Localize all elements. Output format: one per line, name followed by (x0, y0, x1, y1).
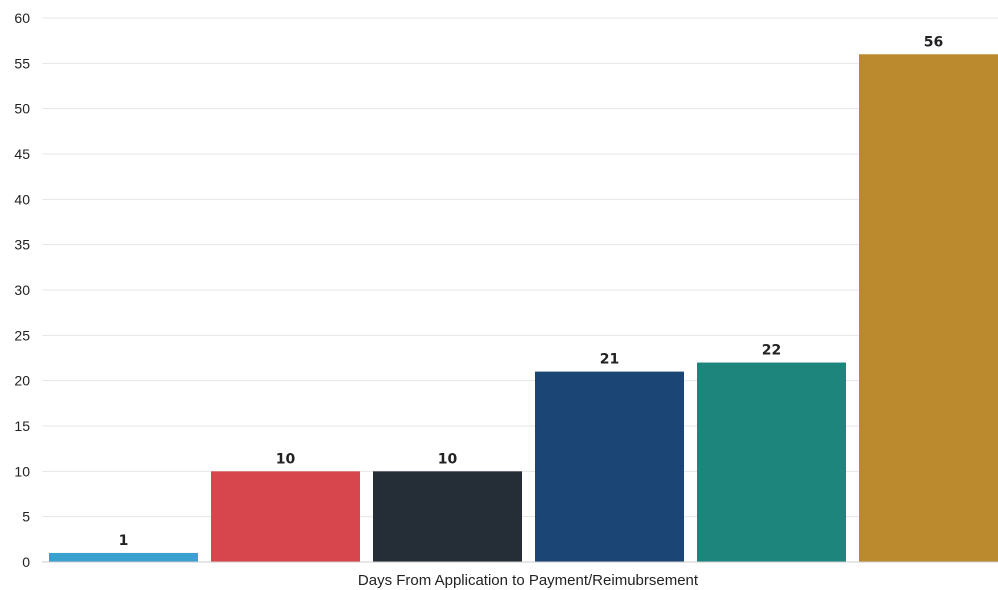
y-axis-ticks: 0 5 10 15 20 25 30 35 40 45 50 55 60 (14, 10, 30, 570)
y-tick-label: 15 (14, 418, 30, 434)
y-tick-label: 50 (14, 101, 30, 117)
bar-value-label: 10 (276, 451, 296, 467)
y-tick-label: 0 (22, 554, 30, 570)
bar-value-label: 1 (119, 533, 129, 549)
bars (49, 54, 998, 563)
bar (373, 471, 522, 562)
data-labels: 1 10 10 21 22 56 (119, 34, 944, 549)
bar-value-label: 21 (600, 352, 619, 368)
bar (49, 552, 198, 562)
y-tick-label: 55 (14, 55, 30, 71)
y-tick-label: 35 (14, 237, 30, 253)
bar (697, 362, 846, 562)
gridlines (42, 17, 998, 518)
y-tick-label: 10 (14, 463, 30, 479)
x-axis-title: Days From Application to Payment/Reimubr… (358, 572, 699, 589)
bar (535, 371, 684, 562)
y-tick-label: 45 (14, 146, 30, 162)
y-tick-label: 40 (14, 191, 30, 207)
bar-value-label: 56 (924, 34, 943, 50)
y-tick-label: 25 (14, 327, 30, 343)
y-tick-label: 20 (14, 373, 30, 389)
bar (859, 54, 998, 563)
bar-value-label: 22 (762, 343, 781, 359)
bar (211, 471, 360, 562)
y-tick-label: 30 (14, 282, 30, 298)
y-tick-label: 5 (22, 509, 30, 525)
y-tick-label: 60 (14, 10, 30, 26)
bar-value-label: 10 (438, 451, 458, 467)
